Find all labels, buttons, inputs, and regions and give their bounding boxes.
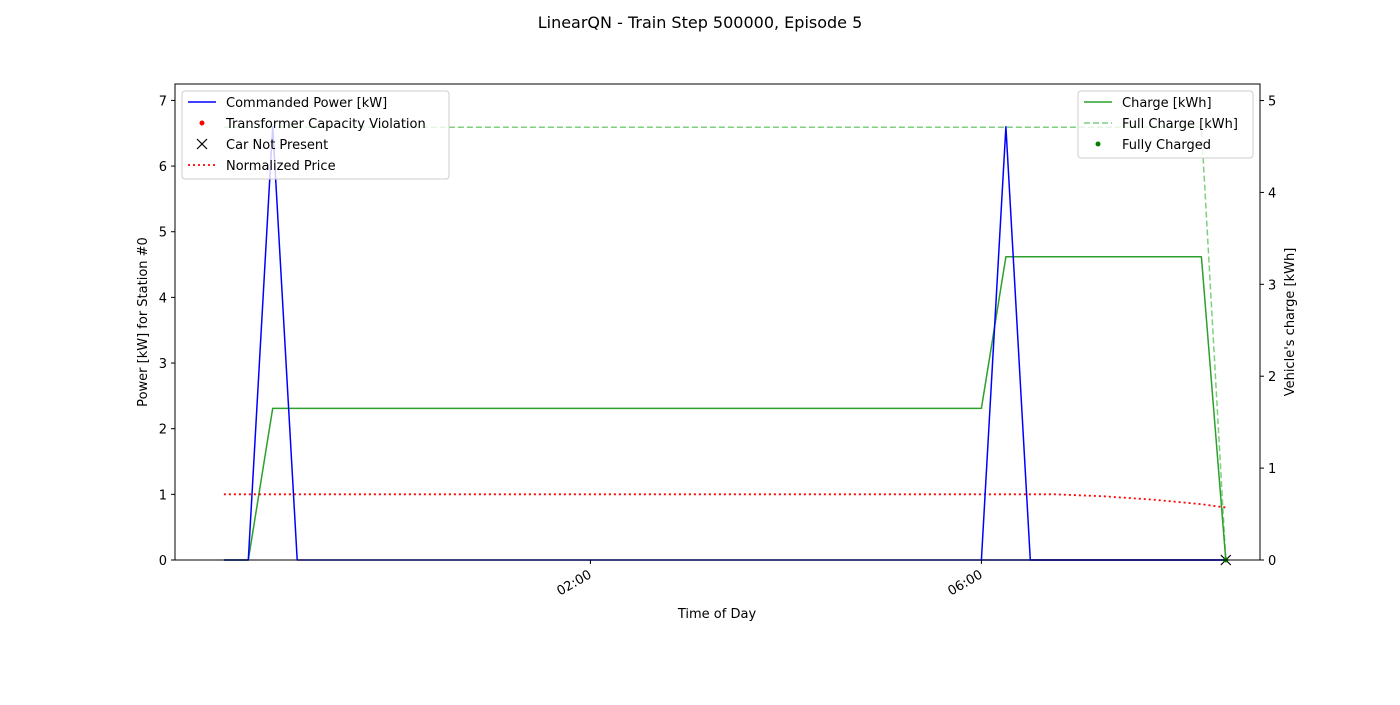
legend-swatch-transformer-violation [199, 120, 205, 126]
y-axis-left: 0 1 2 3 4 5 6 7 [159, 94, 175, 569]
plot-frame [174, 83, 1261, 561]
legend-swatch-car-not-present [196, 138, 208, 150]
y-axis-label-left: Power [kW] for Station #0 [136, 237, 151, 407]
y-tick-label-right: 2 [1268, 370, 1276, 385]
y-tick-label-left: 4 [159, 291, 167, 306]
series-line-charge-kwh [223, 256, 1227, 561]
legend-label-charge: Charge [kWh] [1122, 96, 1212, 111]
series-line-normalized-price [223, 493, 1226, 509]
chart-title: LinearQN - Train Step 500000, Episode 5 [538, 13, 863, 32]
legend-right: Charge [kWh] Full Charge [kWh] Fully Cha… [1077, 90, 1254, 159]
y-tick-label-right: 5 [1268, 95, 1276, 110]
y-axis-right: 0 1 2 3 4 5 [1260, 95, 1276, 569]
legend-left: Commanded Power [kW] Transformer Capacit… [181, 90, 450, 180]
y-tick-label-right: 4 [1268, 186, 1276, 201]
legend-label-transformer-violation: Transformer Capacity Violation [225, 117, 426, 132]
y-tick-label-left: 0 [159, 554, 167, 569]
y-tick-label-left: 3 [159, 357, 167, 372]
legend-label-normalized-price: Normalized Price [226, 159, 336, 174]
y-tick-label-right: 1 [1268, 462, 1276, 477]
legend-label-fully-charged: Fully Charged [1122, 138, 1211, 153]
y-tick-label-right: 0 [1268, 554, 1276, 569]
y-tick-label-left: 5 [159, 226, 167, 241]
legend-right-box [1077, 90, 1254, 159]
y-tick-label-left: 7 [159, 94, 167, 109]
x-axis-label: Time of Day [677, 607, 757, 622]
legend-left-box [181, 90, 450, 180]
x-axis: 02:00 06:00 [554, 560, 985, 599]
legend-label-commanded-power: Commanded Power [kW] [226, 96, 387, 111]
legend-swatch-fully-charged [1095, 141, 1101, 147]
series-line-commanded-power-kw-2 [980, 125, 1226, 561]
y-tick-label-left: 1 [159, 488, 167, 503]
legend-label-car-not-present: Car Not Present [226, 138, 328, 153]
legend-label-full-charge: Full Charge [kWh] [1122, 117, 1238, 132]
y-tick-label-left: 6 [159, 160, 167, 175]
y-axis-label-right: Vehicle's charge [kWh] [1283, 248, 1298, 397]
x-tick-label: 06:00 [945, 567, 985, 599]
y-tick-label-right: 3 [1268, 278, 1276, 293]
y-tick-label-left: 2 [159, 423, 167, 438]
x-tick-label: 02:00 [554, 567, 594, 599]
plot-area [223, 125, 1232, 566]
